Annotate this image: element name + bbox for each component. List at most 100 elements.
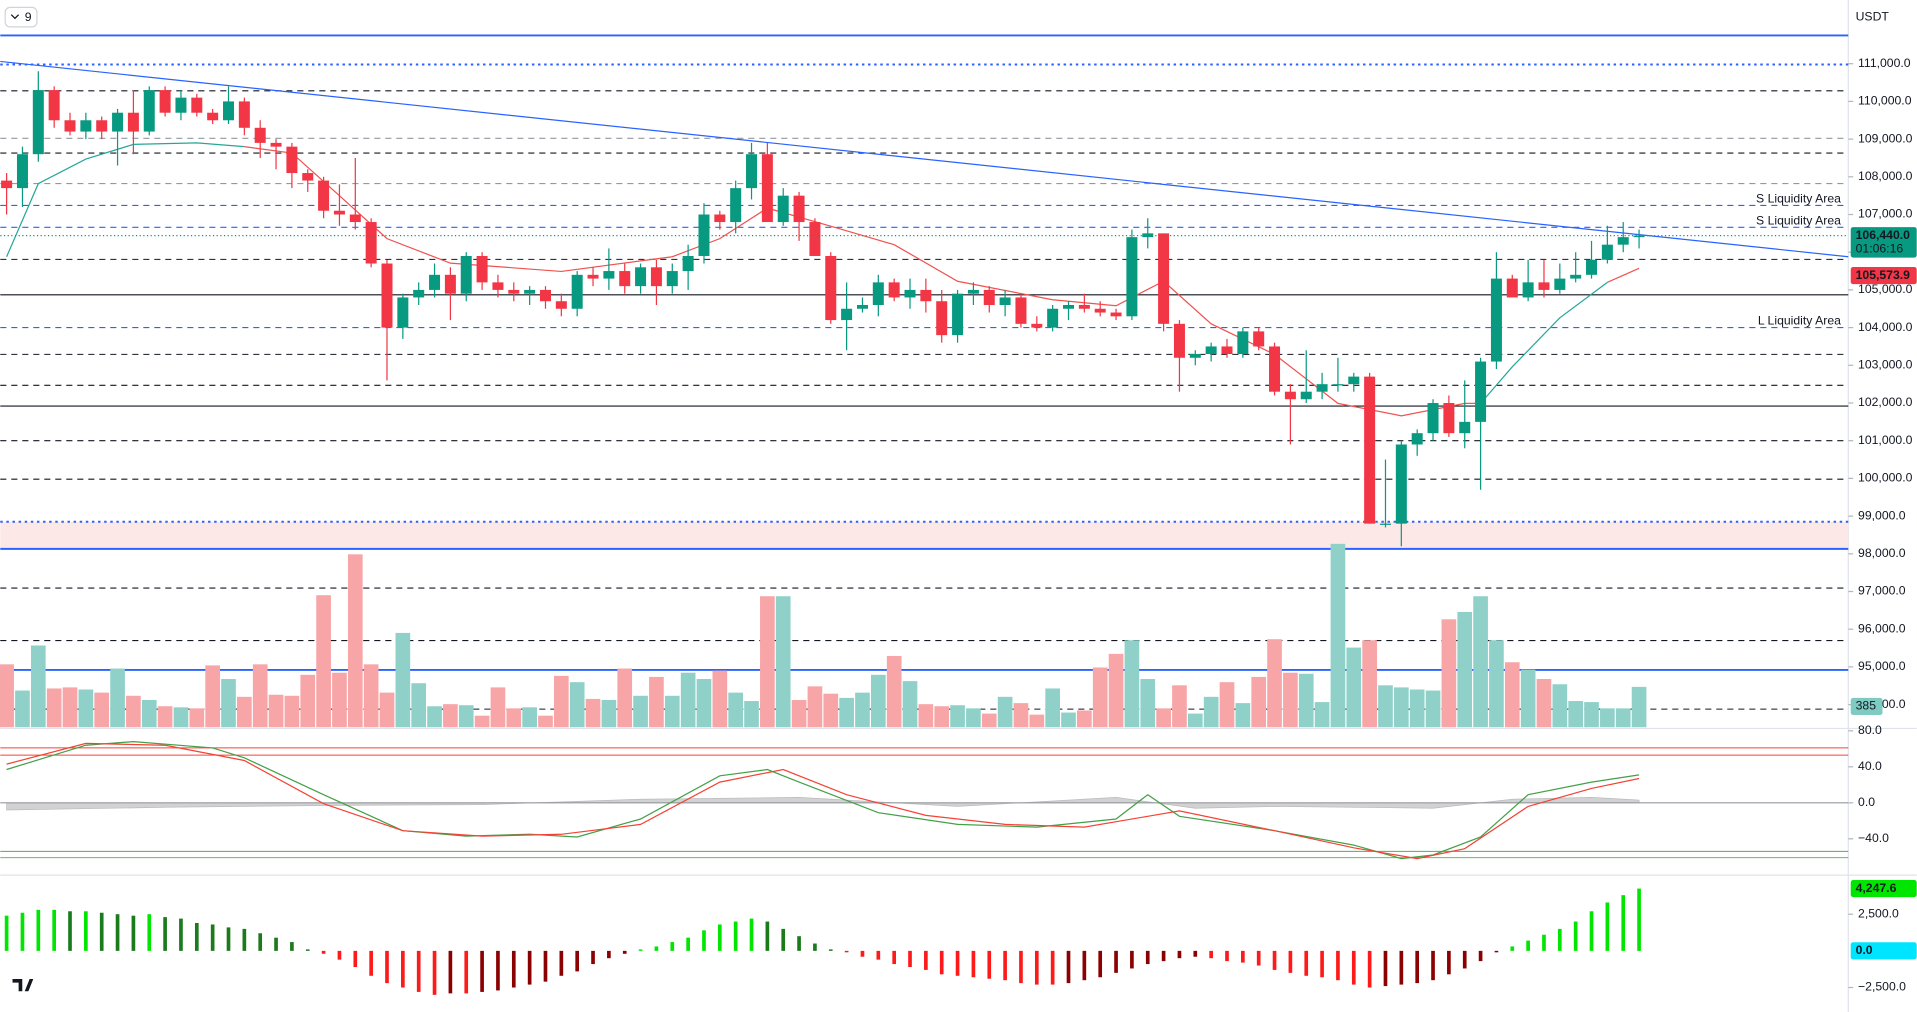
volume-bar — [522, 707, 537, 728]
volume-bar — [855, 692, 870, 728]
volume-bar — [189, 708, 205, 728]
candle-body — [444, 274, 456, 294]
candle-body — [1158, 233, 1170, 324]
macd-bar — [258, 933, 263, 951]
ma-value-box — [1850, 267, 1917, 285]
volume-bar — [1029, 714, 1045, 728]
candle-body — [143, 90, 155, 132]
volume-bar — [712, 670, 728, 728]
macd-bar — [559, 950, 564, 976]
candle-body — [856, 304, 868, 309]
y-tick-label: 108,000.0 — [1858, 169, 1913, 183]
moving-average — [6, 142, 1608, 404]
y-tick-label: 96,000.0 — [1858, 621, 1906, 635]
macd-bar — [1415, 950, 1420, 984]
volume-bar — [585, 698, 601, 728]
volume-bar — [617, 668, 633, 728]
candle-body — [191, 97, 203, 113]
macd-last: 4,247.6 — [1856, 881, 1897, 895]
macd-bar — [115, 914, 120, 951]
ma-value: 105,573.9 — [1856, 268, 1911, 282]
macd-bar — [210, 924, 215, 951]
candle-body — [1, 180, 13, 189]
volume-bar — [1631, 686, 1647, 728]
macd-bar — [844, 950, 849, 953]
volume-bar — [1172, 685, 1187, 728]
macd-bar — [654, 946, 659, 951]
macd-bar — [1050, 950, 1055, 985]
candle-body — [682, 255, 694, 272]
macd-bar — [1621, 895, 1626, 951]
y-tick-label: 0.0 — [1858, 795, 1875, 809]
macd-bar — [876, 950, 881, 960]
volume-bar — [1425, 690, 1441, 728]
level-label: S Liquidity Area — [1756, 213, 1841, 227]
y-tick-label: 110,000.0 — [1858, 94, 1912, 108]
y-tick-label: −2,500.0 — [1858, 980, 1906, 994]
volume-bar — [141, 699, 157, 728]
volume-bar — [316, 595, 331, 728]
volume-bar — [997, 696, 1013, 728]
candle-body — [1411, 433, 1423, 445]
volume-bar — [379, 692, 395, 728]
macd-bar — [527, 950, 532, 985]
volume-bar — [1077, 710, 1092, 728]
macd-bar — [36, 909, 41, 951]
candle-body — [920, 289, 932, 302]
y-tick-label: 111,000.0 — [1858, 56, 1911, 70]
volume-bar — [760, 596, 775, 728]
macd-bar — [749, 918, 754, 951]
candle-body — [1300, 391, 1312, 400]
candle-body — [1395, 444, 1407, 524]
macd-bar — [353, 950, 358, 967]
volume-bar — [284, 695, 300, 728]
candle-body — [1522, 282, 1534, 298]
candle-body — [349, 214, 361, 223]
macd-bar — [733, 921, 738, 951]
volume-bar — [30, 645, 46, 728]
macd-bar — [274, 937, 278, 951]
candle-body — [888, 282, 900, 298]
macd-bar — [1019, 950, 1023, 984]
volume-bar — [966, 708, 981, 728]
volume-bar — [649, 676, 664, 728]
candle-body — [48, 90, 60, 121]
volume-bar — [1489, 640, 1504, 728]
volume-bar — [332, 672, 347, 728]
macd-bar — [686, 937, 690, 951]
macd-bar — [4, 915, 9, 951]
candle-body — [1189, 353, 1201, 358]
volume-bar — [1346, 647, 1362, 728]
y-tick-label: 97,000.0 — [1858, 584, 1906, 598]
macd-bar — [496, 950, 500, 991]
volume-bar — [1156, 708, 1171, 728]
interval-pill[interactable] — [4, 6, 38, 28]
last-price: 106,440.0 — [1856, 228, 1911, 242]
volume-bar — [205, 665, 220, 728]
volume-bar — [1251, 676, 1267, 728]
macd-bar — [1637, 888, 1641, 951]
volume-bar — [950, 705, 965, 728]
volume-bar — [94, 692, 110, 728]
volume-bar — [1061, 712, 1076, 728]
macd-bar — [511, 950, 516, 988]
macd-bar — [448, 950, 453, 994]
oscillator-area — [6, 797, 1640, 811]
volume-bar — [395, 632, 411, 728]
candle-body — [223, 101, 235, 121]
volume-bar — [1536, 679, 1552, 728]
candle-body — [96, 120, 108, 132]
currency: USDT — [1856, 9, 1890, 23]
macd-bar — [1605, 902, 1610, 951]
volume-bar — [1314, 702, 1330, 728]
macd-bar — [179, 918, 183, 951]
macd-bar — [226, 927, 231, 951]
volume-bar — [173, 707, 189, 728]
volume-bar — [347, 554, 363, 728]
macd-bar — [20, 912, 25, 951]
candle-body — [936, 301, 948, 336]
candle-body — [1015, 297, 1027, 324]
candle-body — [1506, 278, 1518, 298]
candle-body — [1126, 237, 1138, 317]
